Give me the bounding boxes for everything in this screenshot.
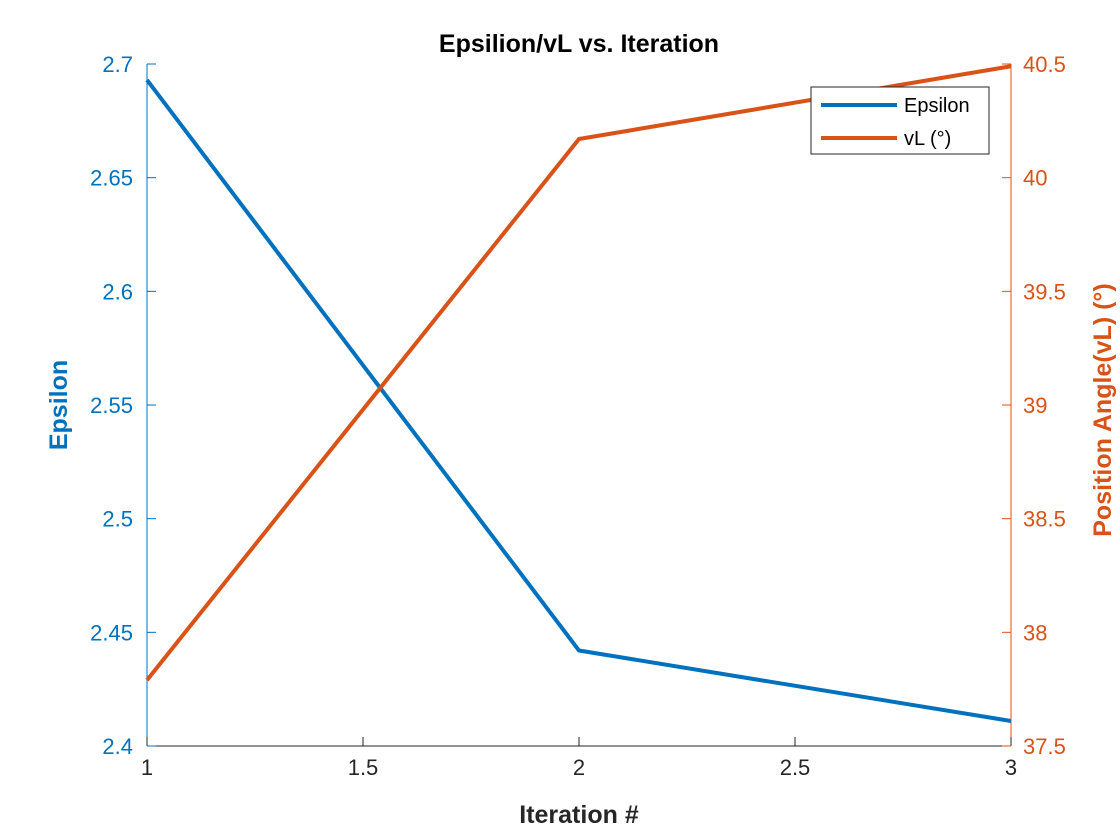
right-y-axis-label: Position Angle(vL) (°) — [1089, 283, 1117, 537]
x-axis-label: Iteration # — [519, 801, 639, 829]
legend-label-epsilon: Epsilon — [904, 95, 970, 117]
left-y-tick-label: 2.6 — [102, 279, 133, 304]
x-tick-label: 1 — [141, 755, 153, 780]
right-y-tick-label: 38.5 — [1023, 507, 1066, 532]
right-y-tick-label: 39 — [1023, 393, 1047, 418]
right-y-tick-label: 40.5 — [1023, 52, 1066, 77]
series-line-epsilon — [145, 78, 1012, 723]
left-y-ticks: 2.4 2.45 2.5 2.55 2.6 2.65 2.7 — [90, 52, 156, 759]
x-tick-label: 2.5 — [780, 755, 811, 780]
x-ticks: 1 1.5 2 2.5 3 — [141, 737, 1017, 780]
right-y-tick-label: 39.5 — [1023, 279, 1066, 304]
plot-area — [147, 64, 1011, 746]
left-y-tick-label: 2.7 — [102, 52, 133, 77]
right-y-tick-label: 38 — [1023, 620, 1047, 645]
left-y-axis-label: Epsilon — [45, 360, 73, 450]
legend-label-vl: vL (°) — [904, 128, 951, 150]
right-y-tick-label: 37.5 — [1023, 734, 1066, 759]
legend-box — [810, 86, 990, 155]
left-y-tick-label: 2.65 — [90, 166, 133, 191]
right-y-tick-label: 40 — [1023, 166, 1047, 191]
left-y-tick-label: 2.4 — [102, 734, 133, 759]
x-tick-label: 2 — [573, 755, 585, 780]
x-tick-label: 3 — [1005, 755, 1017, 780]
x-tick-label: 1.5 — [348, 755, 379, 780]
legend: Epsilon vL (°) — [810, 86, 990, 155]
left-y-tick-label: 2.45 — [90, 620, 133, 645]
right-y-ticks: 37.5 38 38.5 39 39.5 40 40.5 — [1002, 52, 1066, 759]
left-y-tick-label: 2.5 — [102, 507, 133, 532]
chart-title: Epsilion/vL vs. Iteration — [439, 30, 719, 58]
left-y-tick-label: 2.55 — [90, 393, 133, 418]
